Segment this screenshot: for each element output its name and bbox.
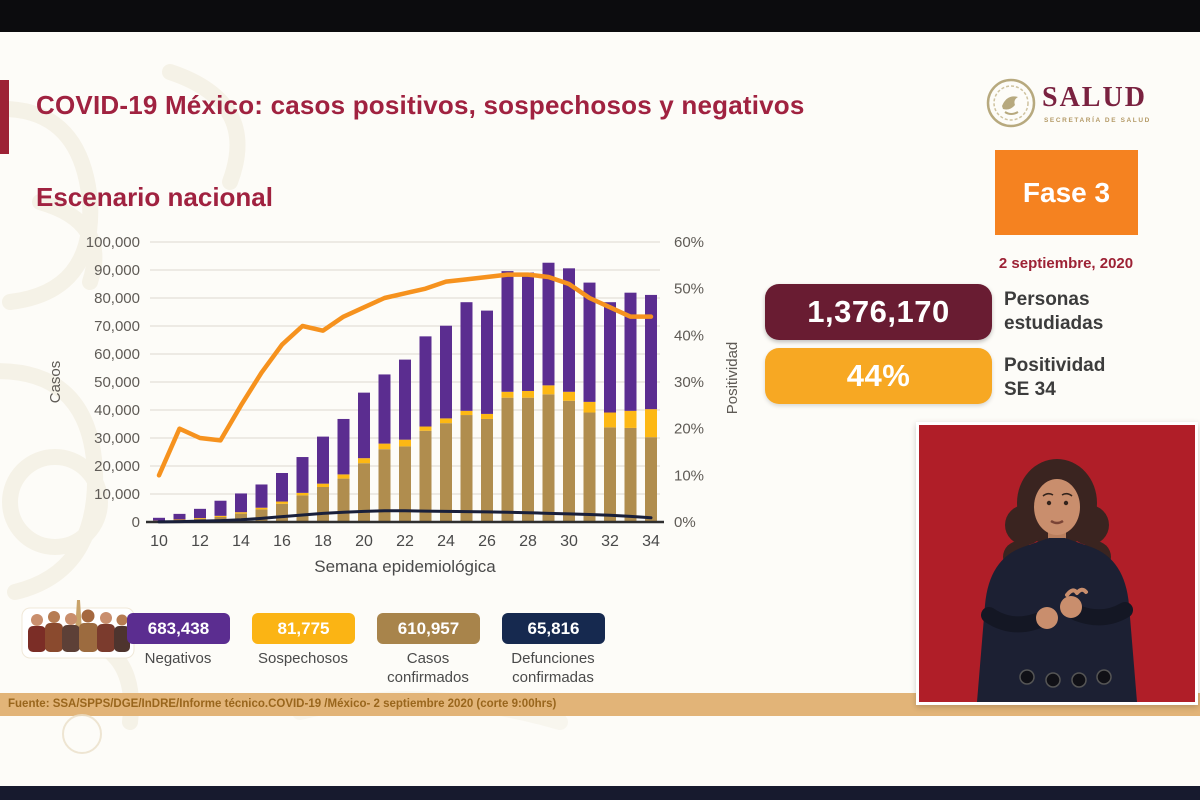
svg-text:20: 20: [355, 533, 373, 550]
salud-logo-text: SALUD: [1042, 82, 1147, 113]
svg-text:Casos: Casos: [47, 361, 64, 404]
positivity-badge: 44%: [765, 348, 992, 404]
slide-content: COVID-19 México: casos positivos, sospec…: [0, 32, 1200, 786]
svg-text:40%: 40%: [674, 327, 704, 344]
svg-text:30,000: 30,000: [94, 430, 140, 447]
negativos-label: Negativos: [144, 650, 212, 667]
svg-text:10,000: 10,000: [94, 486, 140, 503]
source-text: Fuente: SSA/SPPS/DGE/InDRE/Informe técni…: [8, 698, 557, 710]
svg-text:70,000: 70,000: [94, 318, 140, 335]
svg-text:32: 32: [601, 533, 619, 550]
sign-language-interpreter-video: [916, 422, 1198, 705]
letterbox-bottom: [0, 786, 1200, 800]
salud-logo: SALUD SECRETARÍA DE SALUD: [985, 76, 1165, 138]
svg-text:20,000: 20,000: [94, 458, 140, 475]
studied-count-label: Personas estudiadas: [1004, 289, 1104, 334]
interpreter-backdrop: [919, 425, 1195, 702]
source-bar: Fuente: SSA/SPPS/DGE/InDRE/Informe técni…: [0, 693, 1200, 716]
positivity-label: Positividad SE 34: [1004, 355, 1106, 400]
sospechosos-count-badge: 81,775: [252, 613, 355, 644]
svg-text:50%: 50%: [674, 281, 704, 298]
svg-text:10: 10: [150, 533, 168, 550]
confirmados-label: Casos confirmados: [387, 650, 469, 686]
svg-text:14: 14: [232, 533, 250, 550]
interpreter-figure: [919, 425, 1195, 702]
svg-text:Semana epidemiológica: Semana epidemiológica: [314, 557, 496, 576]
defunciones-label: Defunciones confirmadas: [511, 650, 595, 686]
svg-text:90,000: 90,000: [94, 262, 140, 279]
epidemic-chart: 0 10,000 20,000 30,000 40,000 50,000 60,000 70,…: [30, 228, 790, 598]
defunciones-count-badge: 65,816: [502, 613, 605, 644]
svg-text:30%: 30%: [674, 374, 704, 391]
svg-text:0%: 0%: [674, 514, 696, 531]
studied-count-badge: 1,376,170: [765, 284, 992, 340]
svg-text:0: 0: [132, 514, 140, 531]
page-title: COVID-19 México: casos positivos, sospec…: [36, 90, 805, 120]
svg-text:34: 34: [642, 533, 660, 550]
phase-badge: Fase 3: [995, 150, 1138, 235]
svg-text:10%: 10%: [674, 467, 704, 484]
government-emblem-watermark: [62, 714, 102, 754]
svg-text:50,000: 50,000: [94, 374, 140, 391]
svg-text:26: 26: [478, 533, 496, 550]
svg-text:24: 24: [437, 533, 455, 550]
svg-text:60%: 60%: [674, 234, 704, 251]
svg-text:60,000: 60,000: [94, 346, 140, 363]
svg-text:40,000: 40,000: [94, 402, 140, 419]
title-accent-bar: [0, 80, 9, 154]
salud-eagle-seal-icon: [986, 78, 1036, 128]
svg-text:28: 28: [519, 533, 537, 550]
section-title: Escenario nacional: [36, 182, 273, 212]
sospechosos-label: Sospechosos: [257, 650, 349, 667]
confirmados-count-badge: 610,957: [377, 613, 480, 644]
phase-date: 2 septiembre, 2020: [998, 255, 1134, 272]
svg-text:100,000: 100,000: [86, 234, 140, 251]
salud-logo-subtext: SECRETARÍA DE SALUD: [1044, 117, 1151, 124]
svg-text:Positividad: Positividad: [724, 342, 741, 415]
people-illustration: [21, 600, 135, 659]
svg-text:12: 12: [191, 533, 209, 550]
chart-canvas: 0 10,000 20,000 30,000 40,000 50,000 60,000 70,…: [47, 234, 741, 576]
negativos-count-badge: 683,438: [127, 613, 230, 644]
svg-text:30: 30: [560, 533, 578, 550]
svg-text:16: 16: [273, 533, 291, 550]
svg-text:20%: 20%: [674, 421, 704, 438]
svg-text:22: 22: [396, 533, 414, 550]
phase-label: Fase 3: [1022, 176, 1111, 208]
svg-text:18: 18: [314, 533, 332, 550]
svg-text:80,000: 80,000: [94, 290, 140, 307]
